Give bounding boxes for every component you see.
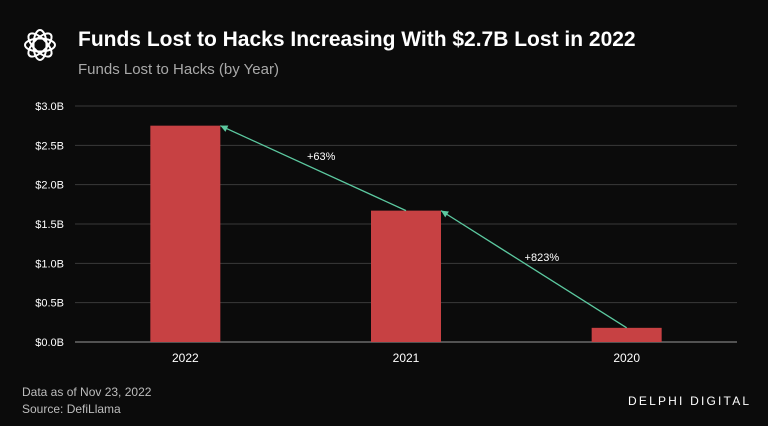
delphi-logo-icon [24, 29, 56, 61]
bar-2022 [150, 125, 221, 343]
y-axis-ticks: $0.0B $0.5B $1.0B $1.5B $2.0B $2.5B $3.0B [35, 101, 64, 349]
arrow-line [220, 125, 407, 212]
y-tick-label: $1.5B [35, 219, 64, 231]
y-tick-label: $0.5B [35, 298, 64, 310]
x-tick-label: 2020 [613, 351, 640, 365]
data-date-note: Data as of Nov 23, 2022 [22, 385, 152, 399]
y-tick-label: $1.0B [35, 258, 64, 270]
chart-subtitle: Funds Lost to Hacks (by Year) [78, 61, 279, 78]
bar-2020 [591, 327, 662, 342]
chart-title: Funds Lost to Hacks Increasing With $2.7… [78, 28, 636, 51]
y-tick-label: $2.0B [35, 180, 64, 192]
arrow-head [441, 210, 449, 218]
x-tick-label: 2022 [172, 351, 199, 365]
y-tick-label: $3.0B [35, 101, 64, 113]
bars [150, 125, 662, 343]
brand-logo: DELPHI DIGITAL [620, 389, 750, 413]
y-tick-label: $0.0B [35, 337, 64, 349]
change-label: +63% [307, 151, 336, 163]
bar-2021 [371, 210, 441, 342]
data-source: Source: DefiLlama [22, 402, 121, 416]
change-label: +823% [525, 252, 560, 264]
change-arrows: +63% +823% [220, 125, 628, 329]
x-tick-label: 2021 [393, 351, 420, 365]
y-tick-label: $2.5B [35, 140, 64, 152]
arrow-head [220, 125, 229, 132]
arrow-line [440, 210, 628, 329]
x-axis-ticks: 2022 2021 2020 [172, 351, 640, 365]
brand-name: DELPHI DIGITAL [628, 394, 752, 408]
